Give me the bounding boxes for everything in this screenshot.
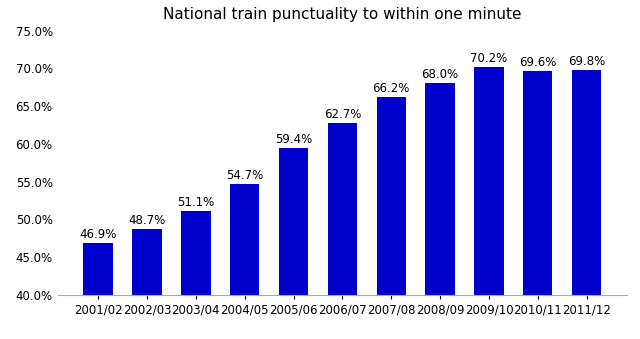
Text: 48.7%: 48.7% [129,214,166,227]
Text: 66.2%: 66.2% [372,82,410,95]
Bar [328,123,357,339]
Text: 54.7%: 54.7% [226,168,263,182]
Text: 59.4%: 59.4% [275,133,312,146]
Bar [474,67,504,339]
Bar [426,83,455,339]
Text: 68.0%: 68.0% [422,68,459,81]
Text: 69.8%: 69.8% [568,55,605,67]
Bar [376,97,406,339]
Bar [230,184,259,339]
Bar [181,211,211,339]
Bar [523,71,552,339]
Text: 70.2%: 70.2% [470,52,508,64]
Bar [83,243,113,339]
Text: 69.6%: 69.6% [519,56,557,69]
Text: 46.9%: 46.9% [79,227,117,241]
Bar [132,229,162,339]
Text: 62.7%: 62.7% [324,108,361,121]
Bar [572,70,602,339]
Title: National train punctuality to within one minute: National train punctuality to within one… [163,7,522,22]
Bar [279,148,308,339]
Text: 51.1%: 51.1% [177,196,214,209]
